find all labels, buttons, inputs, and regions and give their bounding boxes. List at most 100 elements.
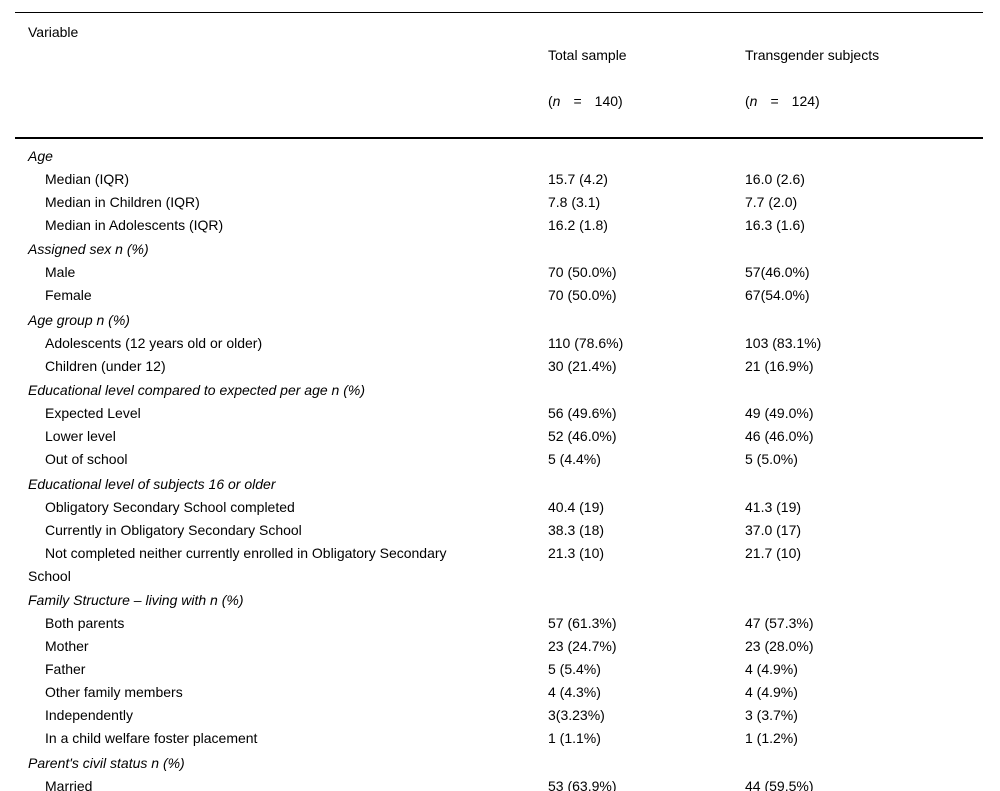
section-header-label: Age [28,147,53,164]
section-header-label: Educational level of subjects 16 or olde… [28,475,276,492]
section-header-parents-civil-status: Parent's civil status n (%) [15,752,983,775]
row-label: Adolescents (12 years old or older) [45,334,263,351]
section-header-family-structure: Family Structure – living with n (%) [15,589,983,612]
table-row: Adolescents (12 years old or older) 110 … [15,332,983,355]
row-label: Out of school [45,451,128,467]
table-row: Independently 3(3.23%) 3 (3.7%) [15,704,983,727]
row-label: Mother [45,638,89,654]
row-label: Not completed neither currently enrolled… [28,544,447,584]
section-header-label: Educational level compared to expected p… [28,382,365,398]
row-label: Both parents [45,615,125,631]
total-sample-value: 15.7 (4.2) [548,170,608,187]
table-row: Lower level 52 (46.0%) 46 (46.0%) [15,425,983,448]
transgender-value: 4 (4.9%) [745,684,798,700]
row-label: Independently [45,707,133,723]
row-label: Currently in Obligatory Secondary School [45,521,302,538]
row-label: Median in Adolescents (IQR) [45,216,224,233]
table-row: Median in Children (IQR) 7.8 (3.1) 7.7 (… [15,191,983,214]
demographics-table: Variable Total sample (n = 140) Transgende… [15,12,983,791]
row-label: Father [45,661,86,677]
transgender-value: 44 (59.5%) [745,777,814,791]
row-label: Female [45,287,92,303]
section-header-educational-level-16: Educational level of subjects 16 or olde… [15,473,983,496]
transgender-value: 46 (46.0%) [745,428,814,444]
paren-open: ( [745,93,750,109]
column-header-variable: Variable [28,24,79,40]
table-row: Expected Level 56 (49.6%) 49 (49.0%) [15,402,983,425]
total-sample-value: 3(3.23%) [548,707,605,723]
row-label: Obligatory Secondary School completed [45,498,295,515]
column-header-transgender: Transgender subjects (n = 124) [745,21,983,136]
paren-close: ) [618,93,623,109]
section-header-assigned-sex: Assigned sex n (%) [15,238,983,261]
total-sample-value: 30 (21.4%) [548,357,617,374]
table-row: Father 5 (5.4%) 4 (4.9%) [15,658,983,681]
transgender-value: 4 (4.9%) [745,661,798,677]
row-label: Median (IQR) [45,170,130,187]
total-sample-value: 70 (50.0%) [548,264,617,280]
total-sample-value: 5 (5.4%) [548,661,601,677]
total-sample-value: 53 (63.9%) [548,777,617,791]
transgender-value: 3 (3.7%) [745,707,798,723]
row-label: Other family members [45,684,183,700]
total-sample-value: 23 (24.7%) [548,638,617,654]
section-header-age-group: Age group n (%) [15,309,983,332]
transgender-value: 1 (1.2%) [745,730,798,746]
equals-sign: = [573,93,582,109]
row-label: Children (under 12) [45,357,166,374]
row-label: Lower level [45,428,116,444]
transgender-value: 57(46.0%) [745,264,810,280]
total-sample-value: 1 (1.1%) [548,730,601,746]
paren-open: ( [548,93,553,109]
table-row: Mother 23 (24.7%) 23 (28.0%) [15,635,983,658]
transgender-value: 49 (49.0%) [745,405,814,421]
transgender-value: 47 (57.3%) [745,615,814,631]
total-sample-value: 5 (4.4%) [548,451,601,467]
transgender-value: 5 (5.0%) [745,451,798,467]
total-sample-value: 110 (78.6%) [548,334,624,351]
row-label: Expected Level [45,405,141,421]
table-row: Currently in Obligatory Secondary School… [15,519,983,542]
n-count: 124 [791,93,816,109]
total-sample-value: 57 (61.3%) [548,615,617,631]
table-row: Obligatory Secondary School completed 40… [15,496,983,519]
total-sample-value: 21.3 (10) [548,544,605,561]
transgender-value: 67(54.0%) [745,287,810,303]
transgender-title: Transgender subjects [745,47,880,63]
transgender-value: 41.3 (19) [745,498,802,515]
transgender-n: (n = 124) [745,90,983,113]
transgender-value: 16.0 (2.6) [745,170,805,187]
section-header-label: Parent's civil status n (%) [28,754,185,771]
table-row: Female 70 (50.0%) 67(54.0%) [15,284,983,307]
equals-sign: = [770,93,779,109]
table-row: Children (under 12) 30 (21.4%) 21 (16.9%… [15,355,983,378]
table-row: Married 53 (63.9%) 44 (59.5%) [15,775,983,791]
row-label: In a child welfare foster placement [45,730,258,746]
row-label: Married [45,777,93,791]
row-label: Male [45,264,76,280]
total-sample-value: 7.8 (3.1) [548,193,601,210]
table-row: Not completed neither currently enrolled… [15,542,983,588]
total-sample-value: 52 (46.0%) [548,428,617,444]
total-sample-value: 56 (49.6%) [548,405,617,421]
total-sample-title: Total sample [548,47,627,63]
transgender-value: 16.3 (1.6) [745,216,805,233]
table-body: Age Median (IQR) 15.7 (4.2) 16.0 (2.6) M… [15,139,983,791]
section-header-label: Assigned sex n (%) [28,241,149,257]
column-header-total-sample: Total sample (n = 140) [548,21,745,136]
paren-close: ) [815,93,820,109]
n-symbol: n [552,93,561,109]
total-sample-value: 40.4 (19) [548,498,605,515]
table-row: Median in Adolescents (IQR) 16.2 (1.8) 1… [15,214,983,237]
table-row: Median (IQR) 15.7 (4.2) 16.0 (2.6) [15,168,983,191]
table-row: Male 70 (50.0%) 57(46.0%) [15,261,983,284]
total-sample-value: 16.2 (1.8) [548,216,608,233]
section-header-age: Age [15,145,983,168]
transgender-value: 37.0 (17) [745,521,802,538]
transgender-value: 103 (83.1%) [745,334,822,351]
table-row: In a child welfare foster placement 1 (1… [15,727,983,750]
transgender-value: 21 (16.9%) [745,357,814,374]
table-header: Variable Total sample (n = 140) Transgende… [15,12,983,139]
section-header-educational-level-expected: Educational level compared to expected p… [15,379,983,402]
